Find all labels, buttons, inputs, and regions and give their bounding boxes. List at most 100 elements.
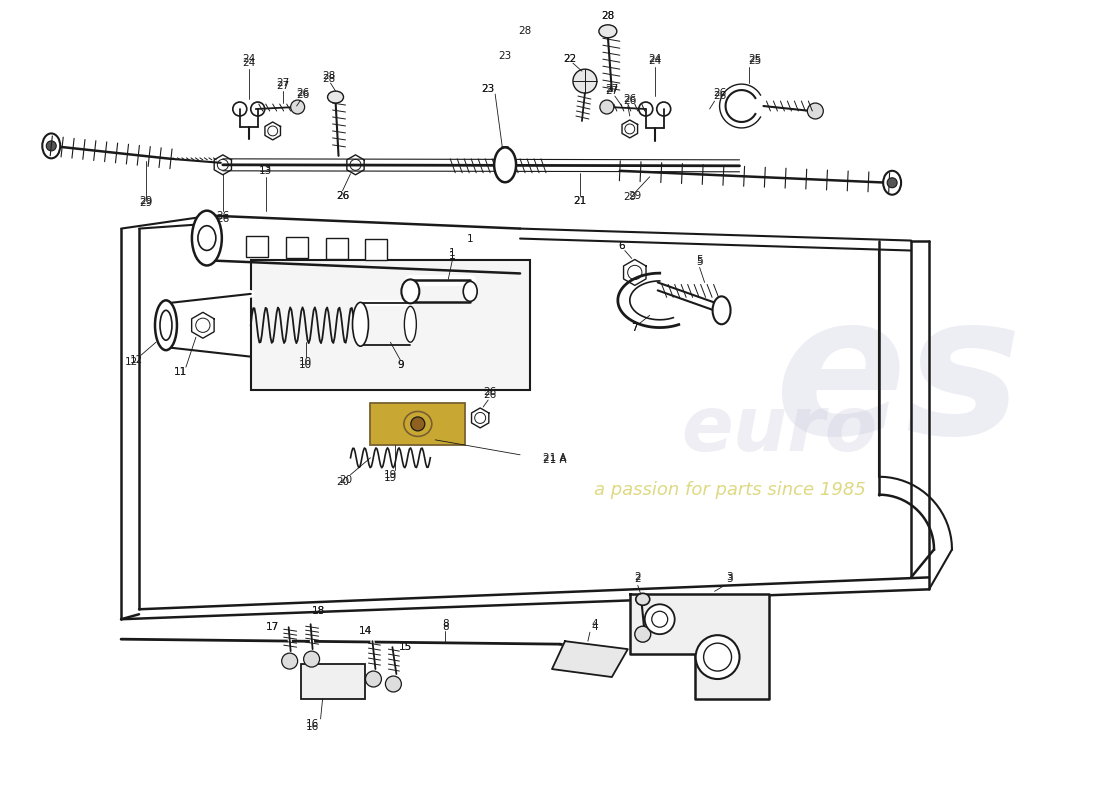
Text: 11: 11 [174,367,188,377]
Text: 21: 21 [573,196,586,206]
Text: 19: 19 [384,470,397,480]
Text: 7: 7 [631,323,638,334]
Ellipse shape [636,594,650,606]
Ellipse shape [198,226,216,250]
Ellipse shape [155,300,177,350]
Ellipse shape [191,210,222,266]
Text: 20: 20 [339,474,352,485]
Text: 1: 1 [449,250,455,261]
Text: 26: 26 [296,88,309,98]
Circle shape [411,417,425,431]
Polygon shape [552,641,628,677]
Text: 29: 29 [628,190,641,201]
Text: 3: 3 [726,574,733,584]
Ellipse shape [405,306,416,342]
Text: 26: 26 [713,88,726,98]
Bar [245,235,267,257]
Bar [300,664,365,699]
Text: 9: 9 [397,360,404,370]
Text: 13: 13 [260,166,273,176]
Circle shape [704,643,732,671]
Circle shape [887,178,898,188]
Text: 27: 27 [276,78,289,88]
Text: 26: 26 [624,94,637,104]
Text: a passion for parts since 1985: a passion for parts since 1985 [594,481,866,498]
Text: 27: 27 [276,81,289,91]
Circle shape [304,651,320,667]
Text: 28: 28 [602,11,615,22]
Text: 26: 26 [624,96,637,106]
Bar [326,238,348,259]
Text: 23: 23 [482,84,495,94]
Ellipse shape [598,25,617,38]
Text: 29: 29 [140,198,153,208]
Text: 23: 23 [498,51,512,61]
Text: 3: 3 [726,572,733,582]
Text: 28: 28 [322,74,335,84]
Bar [286,237,308,258]
Ellipse shape [42,134,60,158]
Text: 26: 26 [217,210,230,221]
Circle shape [600,100,614,114]
Text: 5: 5 [696,255,703,266]
Text: 7: 7 [631,323,638,334]
Text: 14: 14 [359,626,372,636]
Text: 6: 6 [618,241,625,250]
Text: 24: 24 [242,58,255,68]
Text: 27: 27 [605,86,618,96]
Text: 2: 2 [635,572,641,582]
Ellipse shape [352,302,368,346]
Text: 2: 2 [635,574,641,584]
Text: 17: 17 [266,622,279,632]
Text: 1: 1 [449,250,455,261]
Ellipse shape [494,147,516,182]
Text: 12: 12 [130,355,143,365]
Text: 18: 18 [312,606,326,616]
Circle shape [807,103,823,119]
Text: 11: 11 [174,367,188,377]
Ellipse shape [328,91,343,103]
Text: 28: 28 [602,11,615,22]
Text: 26: 26 [217,214,230,224]
Text: 26: 26 [336,190,349,201]
Text: 6: 6 [618,241,625,250]
Circle shape [282,653,298,669]
Text: 16: 16 [306,719,319,729]
Text: 15: 15 [398,642,412,652]
Circle shape [46,141,56,151]
Text: 21 A: 21 A [543,453,566,462]
Text: 8: 8 [442,619,449,630]
Text: 24: 24 [648,56,661,66]
Text: 22: 22 [563,54,576,64]
Text: 28: 28 [322,71,335,81]
Text: 21 A: 21 A [543,454,566,465]
Bar [365,239,387,260]
Text: 10: 10 [299,357,312,367]
Text: 1: 1 [466,234,473,243]
Text: 10: 10 [299,360,312,370]
Text: 4: 4 [592,619,598,630]
Text: 1: 1 [449,247,455,258]
Text: 16: 16 [306,722,319,732]
Text: 19: 19 [384,473,397,482]
Text: 13: 13 [260,164,273,174]
Text: 26: 26 [484,387,497,397]
Text: 21: 21 [573,196,586,206]
Bar [371,403,465,445]
Text: 12: 12 [124,357,138,367]
Circle shape [651,611,668,627]
Text: 26: 26 [484,390,497,400]
Circle shape [290,100,305,114]
Bar [251,261,530,390]
Text: 8: 8 [442,622,449,632]
Text: 29: 29 [140,196,153,206]
Text: euro: euro [681,393,878,467]
Text: es: es [776,286,1023,474]
Circle shape [365,671,382,687]
Text: 23: 23 [482,84,495,94]
Text: 5: 5 [696,258,703,267]
Text: 26: 26 [296,90,309,100]
Text: 17: 17 [266,622,279,632]
Text: 9: 9 [397,360,404,370]
Circle shape [695,635,739,679]
